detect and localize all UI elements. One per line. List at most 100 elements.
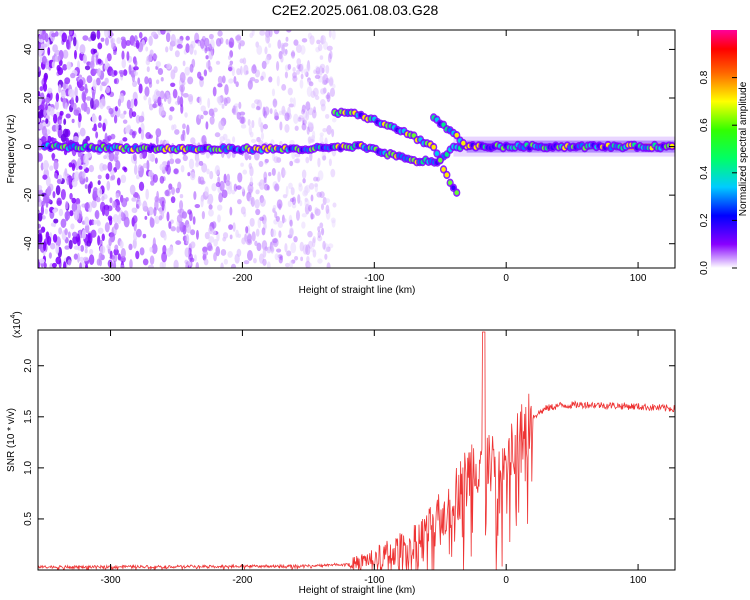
noise-blob [75,95,79,103]
noise-blob [247,183,254,194]
noise-blob [292,71,297,79]
noise-blob [289,160,294,167]
noise-blob [115,160,121,170]
noise-blob [329,50,333,60]
noise-blob [310,213,315,220]
noise-blob [193,254,197,262]
noise-blob [51,262,57,268]
noise-blob [43,262,47,268]
noise-blob [70,97,75,108]
colorbar-tick-label: 0.2 [699,213,710,227]
noise-blob [295,44,302,54]
noise-blob [329,78,334,86]
noise-blob [199,38,205,49]
noise-blob [240,124,247,129]
noise-blob [168,221,172,229]
noise-blob [289,260,294,268]
noise-blob [64,102,68,110]
noise-blob [260,122,264,133]
noise-blob [328,158,332,167]
noise-blob [171,187,176,195]
noise-blob [165,248,172,257]
noise-blob [131,207,136,213]
noise-blob [120,264,125,268]
noise-blob [201,163,208,173]
noise-blob [289,219,293,227]
noise-blob [291,150,296,160]
noise-blob [304,203,310,215]
noise-blob [325,198,331,204]
noise-blob [274,183,280,192]
x-tick-label: -200 [232,575,252,586]
noise-blob [145,46,149,52]
noise-blob [312,130,316,140]
noise-blob [225,38,229,45]
colorbar-tick-label: 0.6 [699,118,710,132]
noise-blob [259,216,265,222]
noise-blob [60,133,67,142]
noise-blob [143,95,147,101]
noise-blob [293,39,299,46]
noise-blob [139,165,145,175]
noise-blob [43,74,47,84]
noise-blob [208,204,213,210]
noise-blob [308,138,315,144]
noise-blob [165,30,172,33]
noise-blob [301,213,307,218]
noise-blob [49,165,54,171]
noise-blob [204,231,210,240]
noise-blob [310,134,316,142]
noise-blob [190,171,196,181]
noise-blob [184,247,190,258]
x-tick-label: -100 [364,575,384,586]
noise-blob [194,203,201,209]
noise-blob [50,222,56,227]
noise-blob [241,186,245,192]
noise-blob [45,103,48,111]
noise-blob [44,208,49,215]
upper-ridge-core [447,180,453,186]
noise-blob [228,224,233,230]
noise-blob [108,217,113,226]
noise-blob [312,249,317,258]
noise-blob [211,229,217,236]
noise-blob [219,180,225,192]
noise-blob [68,239,73,250]
noise-blob [275,60,280,72]
scale-close: ) [12,311,23,314]
noise-blob [233,76,237,84]
noise-blob [85,176,89,183]
noise-blob [203,110,209,116]
noise-blob [55,92,60,102]
noise-blob [250,196,255,208]
noise-blob [38,117,41,123]
noise-blob [113,78,117,84]
noise-blob [101,96,106,106]
noise-blob [290,187,295,196]
noise-blob [146,55,153,62]
noise-blob [113,51,117,56]
noise-blob [95,131,99,139]
noise-blob [193,191,197,200]
noise-blob [94,209,100,220]
noise-blob [293,113,299,125]
branch-ridge-core [461,140,466,146]
noise-blob [92,79,97,91]
noise-blob [38,42,41,50]
noise-blob [138,181,145,192]
snr-y-label: SNR (10 * v/v) [6,408,17,472]
noise-blob [138,127,142,134]
noise-blob [176,214,183,223]
noise-blob [102,122,106,132]
noise-blob [306,62,311,73]
noise-blob [223,258,229,265]
figure-title: C2E2.2025.061.08.03.G28 [272,2,439,18]
noise-blob [40,205,45,216]
noise-blob [42,82,48,92]
noise-blob [310,247,315,253]
noise-blob [40,162,44,171]
snr-series-line [38,331,675,570]
noise-blob [38,153,43,162]
noise-blob [52,233,58,243]
noise-blob [122,69,128,76]
